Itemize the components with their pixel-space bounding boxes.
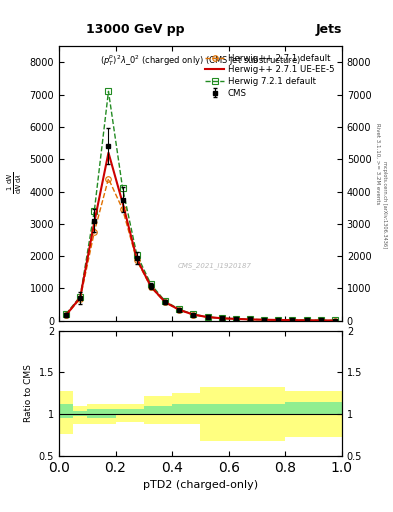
Text: Jets: Jets — [316, 23, 342, 36]
Herwig++ 2.7.1 UE-EE-5 — [149, 284, 153, 290]
Herwig++ 2.7.1 UE-EE-5 — [318, 317, 323, 324]
Herwig++ 2.7.1 default — [163, 300, 167, 306]
Herwig 7.2.1 default — [163, 298, 167, 304]
Herwig++ 2.7.1 UE-EE-5 — [134, 255, 139, 262]
Herwig++ 2.7.1 default — [191, 312, 196, 318]
Herwig++ 2.7.1 default — [106, 176, 111, 182]
Line: Herwig 7.2.1 default: Herwig 7.2.1 default — [63, 89, 338, 323]
Y-axis label: Ratio to CMS: Ratio to CMS — [24, 365, 33, 422]
Herwig++ 2.7.1 default — [120, 206, 125, 212]
Herwig++ 2.7.1 default — [276, 317, 281, 323]
Herwig++ 2.7.1 UE-EE-5 — [219, 315, 224, 322]
Herwig 7.2.1 default — [262, 316, 266, 323]
Herwig++ 2.7.1 UE-EE-5 — [304, 317, 309, 324]
Herwig 7.2.1 default — [64, 311, 68, 317]
Herwig 7.2.1 default — [318, 317, 323, 324]
Herwig 7.2.1 default — [233, 316, 238, 322]
Herwig++ 2.7.1 UE-EE-5 — [191, 311, 196, 317]
Herwig 7.2.1 default — [191, 311, 196, 317]
Herwig++ 2.7.1 UE-EE-5 — [177, 307, 182, 313]
Herwig++ 2.7.1 default — [332, 317, 337, 324]
Herwig++ 2.7.1 UE-EE-5 — [64, 312, 68, 318]
Herwig++ 2.7.1 default — [134, 258, 139, 264]
Text: 13000 GeV pp: 13000 GeV pp — [86, 23, 185, 36]
Herwig++ 2.7.1 default — [149, 284, 153, 290]
Herwig 7.2.1 default — [276, 317, 281, 323]
Herwig 7.2.1 default — [177, 306, 182, 312]
Line: Herwig++ 2.7.1 default: Herwig++ 2.7.1 default — [63, 176, 338, 323]
Herwig++ 2.7.1 UE-EE-5 — [106, 150, 111, 156]
Herwig++ 2.7.1 default — [205, 314, 210, 320]
Herwig++ 2.7.1 UE-EE-5 — [78, 294, 83, 301]
Herwig++ 2.7.1 UE-EE-5 — [290, 317, 295, 323]
Herwig++ 2.7.1 UE-EE-5 — [332, 317, 337, 324]
Herwig++ 2.7.1 default — [233, 316, 238, 322]
Herwig++ 2.7.1 default — [304, 317, 309, 324]
Herwig++ 2.7.1 UE-EE-5 — [262, 317, 266, 323]
Herwig++ 2.7.1 UE-EE-5 — [276, 317, 281, 323]
Y-axis label: $\frac{1}{\mathrm{d}N}\frac{\mathrm{d}N}{\mathrm{d}\lambda}$: $\frac{1}{\mathrm{d}N}\frac{\mathrm{d}N}… — [6, 173, 24, 195]
Herwig++ 2.7.1 default — [64, 312, 68, 318]
Legend: Herwig++ 2.7.1 default, Herwig++ 2.7.1 UE-EE-5, Herwig 7.2.1 default, CMS: Herwig++ 2.7.1 default, Herwig++ 2.7.1 U… — [202, 50, 338, 101]
Herwig 7.2.1 default — [219, 315, 224, 321]
Herwig++ 2.7.1 default — [177, 307, 182, 313]
Herwig 7.2.1 default — [92, 208, 97, 214]
Herwig++ 2.7.1 default — [290, 317, 295, 323]
Herwig++ 2.7.1 default — [262, 317, 266, 323]
Herwig++ 2.7.1 default — [92, 229, 97, 235]
Herwig++ 2.7.1 UE-EE-5 — [120, 200, 125, 206]
Herwig++ 2.7.1 default — [248, 316, 252, 323]
Herwig++ 2.7.1 UE-EE-5 — [205, 314, 210, 320]
Herwig 7.2.1 default — [205, 314, 210, 320]
Herwig++ 2.7.1 UE-EE-5 — [248, 316, 252, 323]
Text: $(p_T^p)^2\lambda\_0^2$ (charged only) (CMS jet substructure): $(p_T^p)^2\lambda\_0^2$ (charged only) (… — [100, 53, 301, 68]
Herwig++ 2.7.1 default — [318, 317, 323, 324]
Text: Rivet 3.1.10, >= 3.2M events: Rivet 3.1.10, >= 3.2M events — [375, 123, 380, 204]
Text: mcplots.cern.ch [arXiv:1306.3436]: mcplots.cern.ch [arXiv:1306.3436] — [382, 161, 387, 248]
Herwig++ 2.7.1 UE-EE-5 — [163, 299, 167, 305]
Herwig 7.2.1 default — [290, 317, 295, 323]
Herwig 7.2.1 default — [248, 316, 252, 323]
Herwig 7.2.1 default — [78, 293, 83, 300]
Herwig 7.2.1 default — [149, 281, 153, 287]
Herwig 7.2.1 default — [106, 88, 111, 94]
Herwig++ 2.7.1 default — [78, 296, 83, 302]
Herwig++ 2.7.1 UE-EE-5 — [92, 219, 97, 225]
Herwig++ 2.7.1 UE-EE-5 — [233, 316, 238, 322]
Herwig 7.2.1 default — [304, 317, 309, 323]
Herwig 7.2.1 default — [120, 185, 125, 191]
Herwig 7.2.1 default — [134, 251, 139, 258]
Text: CMS_2021_I1920187: CMS_2021_I1920187 — [178, 263, 252, 269]
Line: Herwig++ 2.7.1 UE-EE-5: Herwig++ 2.7.1 UE-EE-5 — [66, 153, 335, 321]
X-axis label: pTD2 (charged-only): pTD2 (charged-only) — [143, 480, 258, 490]
Herwig++ 2.7.1 default — [219, 315, 224, 322]
Herwig 7.2.1 default — [332, 317, 337, 324]
